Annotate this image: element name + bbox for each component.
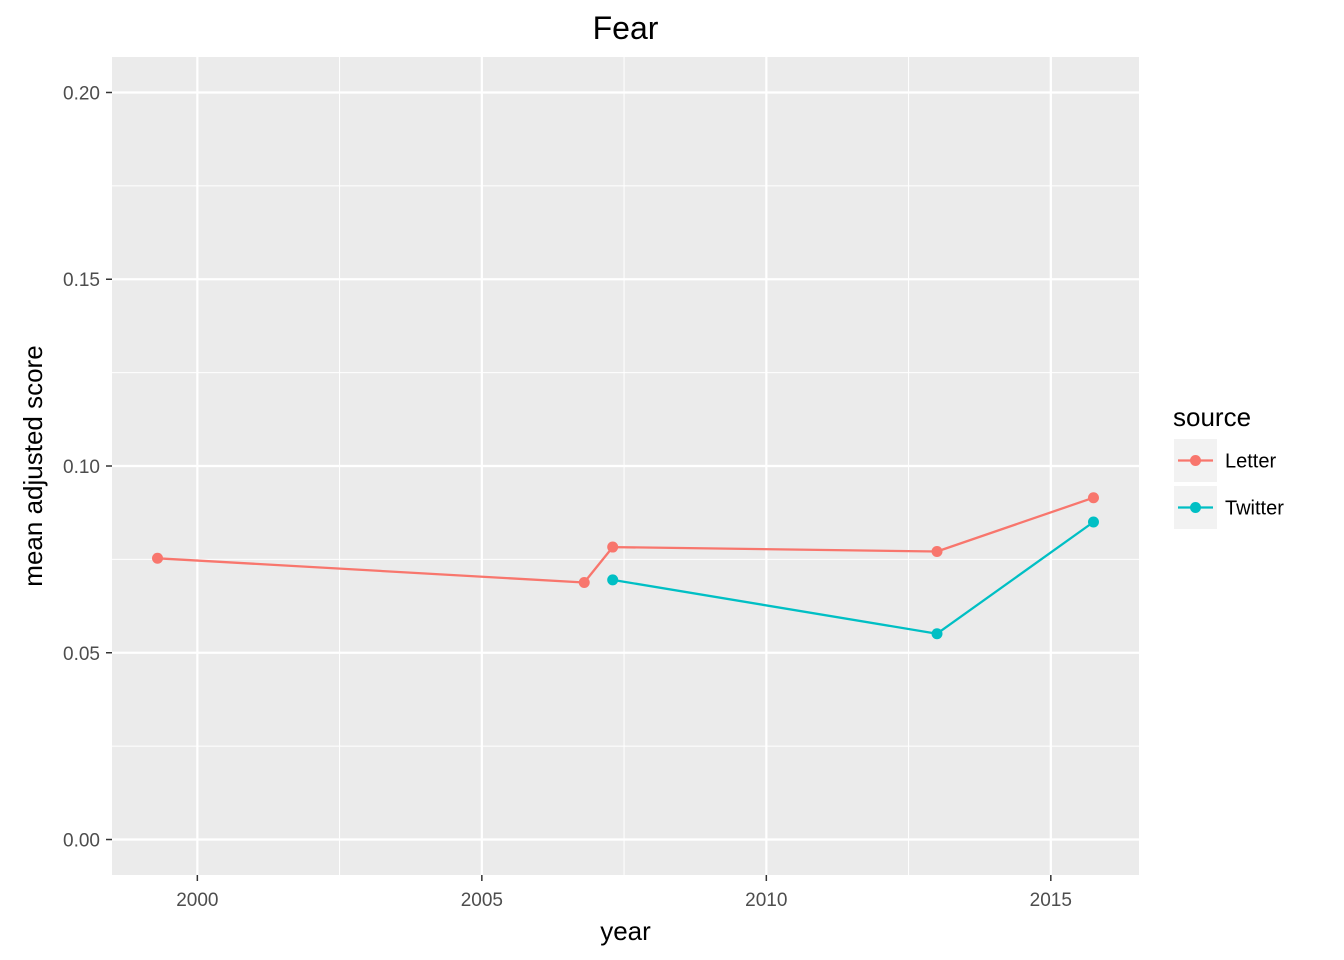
x-tick-label: 2015: [1030, 890, 1072, 911]
x-tick-label: 2000: [176, 890, 218, 911]
chart-title: Fear: [593, 10, 659, 46]
legend-label-letter: Letter: [1225, 451, 1276, 473]
data-point-letter: [607, 541, 619, 553]
x-axis-label: year: [600, 916, 651, 946]
series-layer: [152, 492, 1099, 640]
y-tick-label: 0.15: [63, 270, 100, 291]
data-point-twitter: [1087, 516, 1099, 528]
legend-title: source: [1173, 402, 1251, 432]
x-tick-label: 2010: [745, 890, 787, 911]
axis-ticks: [106, 91, 1052, 881]
data-point-letter: [578, 577, 590, 589]
y-tick-label: 0.05: [63, 644, 100, 665]
legend-label-twitter: Twitter: [1225, 498, 1284, 520]
data-point-twitter: [607, 574, 619, 586]
data-point-letter: [152, 552, 164, 564]
legend-point-letter: [1190, 455, 1201, 466]
x-tick-label: 2005: [461, 890, 503, 911]
y-tick-label: 0.00: [63, 831, 100, 852]
data-point-letter: [931, 546, 943, 558]
y-tick-label: 0.20: [63, 83, 100, 104]
grid-major: [112, 57, 1139, 875]
legend: source Letter Twitter: [1173, 402, 1284, 529]
data-point-letter: [1087, 492, 1099, 504]
y-tick-label: 0.10: [63, 457, 100, 478]
data-point-twitter: [931, 628, 943, 640]
legend-items: Letter Twitter: [1174, 439, 1284, 529]
y-axis-label: mean adjusted score: [18, 345, 48, 586]
legend-point-twitter: [1190, 502, 1201, 513]
tick-labels: 2000 2005 2010 2015 0.00 0.05 0.10 0.15 0.20: [63, 83, 1072, 911]
